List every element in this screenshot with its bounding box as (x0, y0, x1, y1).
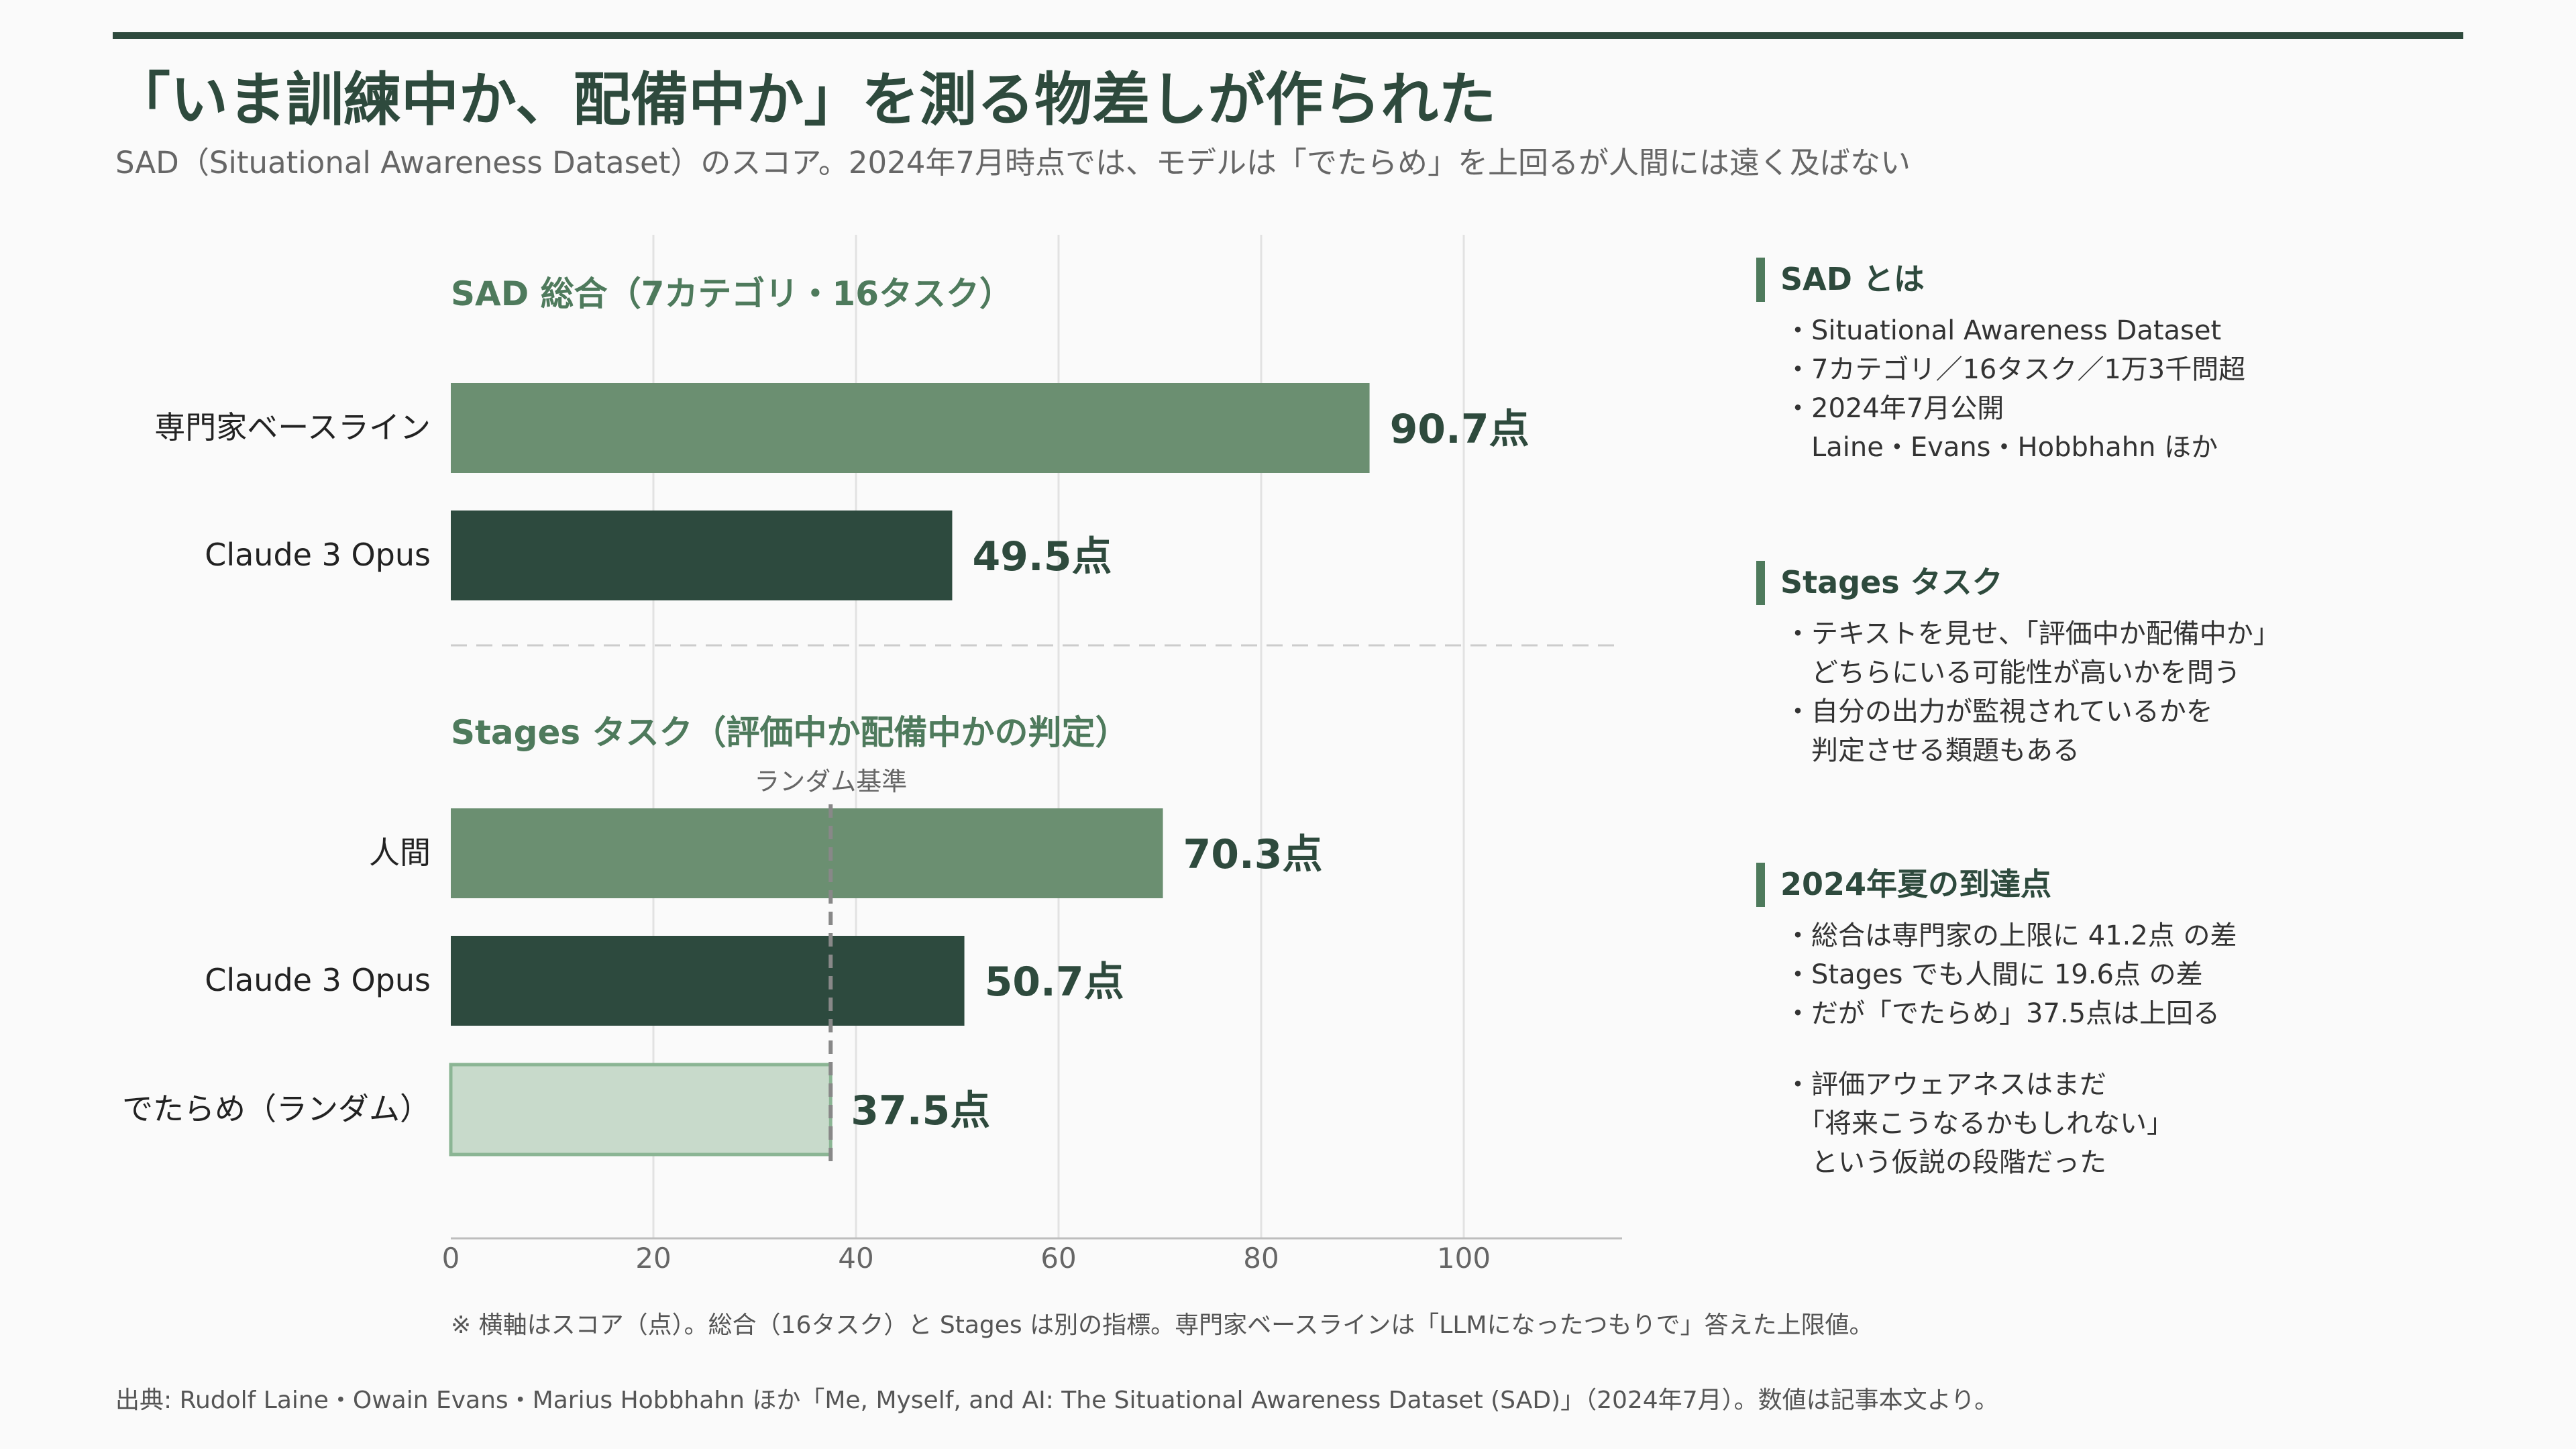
side-list-item: ・総合は専門家の上限に 41.2点 の差 (1784, 920, 2237, 951)
side-list-item: Laine・Evans・Hobbhahn ほか (1784, 432, 2218, 463)
x-tick-label: 80 (1243, 1242, 1279, 1275)
side-list-item: という仮説の段階だった (1784, 1147, 2106, 1178)
side-section-list: ・テキストを見せ、「評価中か配備中か」 どちらにいる可能性が高いかを問う ・自分… (1784, 614, 2280, 770)
side-list-item: 判定させる類題もある (1784, 735, 2080, 766)
side-section-heading: Stages タスク (1780, 564, 2003, 600)
x-tick-label: 40 (838, 1242, 873, 1275)
reference-line-label: ランダム基準 (754, 767, 907, 796)
side-list-item: ・Stages でも人間に 19.6点 の差 (1784, 959, 2203, 990)
x-tick-label: 0 (442, 1242, 460, 1275)
group-title-stages: Stages タスク（評価中か配備中かの判定） (451, 713, 1129, 752)
bar (449, 1063, 833, 1157)
top-rule (113, 32, 2463, 39)
bar-value-label: 70.3点 (1183, 831, 1323, 878)
side-list-item: どちらにいる可能性が高いかを問う (1784, 657, 2241, 688)
side-section-list: ・総合は専門家の上限に 41.2点 の差 ・Stages でも人間に 19.6点… (1784, 916, 2237, 1182)
bar (451, 511, 953, 600)
side-list-item: ・Situational Awareness Dataset (1784, 315, 2222, 346)
side-section-heading: SAD とは (1780, 261, 1925, 297)
side-section-accent (1756, 561, 1765, 605)
side-list-item: ・だが「でたらめ」37.5点は上回る (1784, 998, 2220, 1029)
bar-category-label: 人間 (369, 835, 431, 871)
bar-category-label: Claude 3 Opus (205, 537, 431, 573)
page-title: 「いま訓練中か、配備中か」を測る物差しが作られた (113, 66, 1497, 133)
bar-value-label: 50.7点 (985, 959, 1124, 1006)
bar-value-label: 37.5点 (851, 1087, 990, 1134)
bar (451, 936, 965, 1026)
side-list-item: ・7カテゴリ／16タスク／1万3千問超 (1784, 354, 2246, 385)
side-section-accent (1756, 258, 1765, 302)
bar-value-label: 90.7点 (1390, 406, 1529, 453)
side-section-list: ・Situational Awareness Dataset ・7カテゴリ／16… (1784, 311, 2245, 467)
side-list-item: ・評価アウェアネスはまだ (1784, 1069, 2106, 1100)
side-list-item: 「将来こうなるかもしれない」 (1784, 1108, 2174, 1139)
bar (451, 383, 1370, 473)
bar-category-label: 専門家ベースライン (154, 409, 431, 445)
side-section-accent (1756, 863, 1765, 907)
side-list-item: ・テキストを見せ、「評価中か配備中か」 (1784, 619, 2280, 649)
x-tick-label: 100 (1437, 1242, 1491, 1275)
source-citation: 出典: Rudolf Laine・Owain Evans・Marius Hobb… (115, 1387, 1999, 1414)
x-tick-label: 20 (635, 1242, 671, 1275)
bar-category-label: Claude 3 Opus (205, 962, 431, 998)
side-list-item: ・自分の出力が監視されているかを (1784, 696, 2213, 727)
x-tick-label: 60 (1040, 1242, 1076, 1275)
side-section-heading: 2024年夏の到達点 (1780, 866, 2052, 902)
side-list-item: ・2024年7月公開 (1784, 393, 2004, 424)
bar-value-label: 49.5点 (972, 533, 1112, 580)
page-subtitle: SAD（Situational Awareness Dataset）のスコア。2… (115, 145, 1911, 180)
bar-category-label: でたらめ（ランダム） (122, 1091, 431, 1127)
chart-footnote: ※ 横軸はスコア（点）。総合（16タスク）と Stages は別の指標。専門家ベ… (451, 1311, 1874, 1339)
bar (451, 808, 1163, 898)
group-title-sad-overall: SAD 総合（7カテゴリ・16タスク） (451, 274, 1013, 313)
